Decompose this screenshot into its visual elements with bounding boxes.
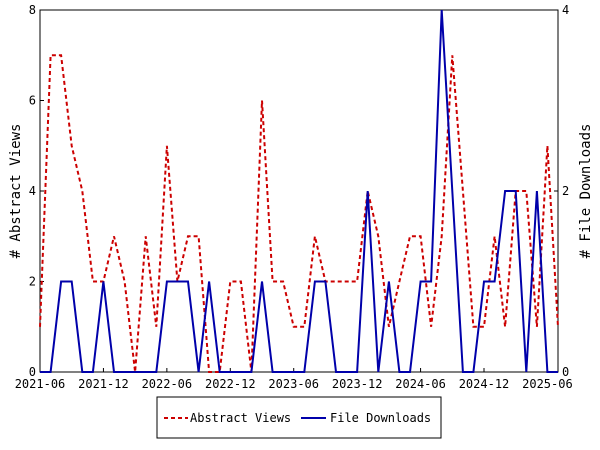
x-tick-label: 2023-12 — [332, 377, 383, 391]
x-tick-label: 2021-06 — [15, 377, 66, 391]
y2-tick-label: 2 — [562, 184, 569, 198]
x-tick-label: 2024-06 — [395, 377, 446, 391]
x-tick-label: 2023-06 — [268, 377, 319, 391]
y-tick-label: 4 — [29, 184, 36, 198]
legend-label-abstract-views: Abstract Views — [190, 411, 291, 425]
y2-tick-label: 0 — [562, 365, 569, 379]
y-axis-label: # Abstract Views — [8, 124, 24, 259]
series-layer — [39, 9, 559, 373]
y-tick-label: 2 — [29, 275, 36, 289]
x-tick-label: 2025-06 — [522, 377, 573, 391]
plot-frame — [39, 9, 559, 373]
legend: Abstract Views File Downloads — [156, 396, 442, 439]
series-line-file-downloads — [40, 9, 558, 373]
x-tick-label: 2022-06 — [142, 377, 193, 391]
bottom-axis: 2021-06 2021-12 2022-06 2022-12 2023-06 2023-… — [15, 368, 573, 391]
y-tick-label: 8 — [29, 3, 36, 17]
y-tick-label: 0 — [29, 365, 36, 379]
legend-label-file-downloads: File Downloads — [330, 411, 431, 425]
y2-axis-label: # File Downloads — [578, 124, 594, 259]
x-tick-label: 2022-12 — [205, 377, 256, 391]
y-tick-label: 6 — [29, 94, 36, 108]
legend-box — [156, 396, 442, 439]
x-tick-label: 2021-12 — [78, 377, 129, 391]
x-tick-label: 2024-12 — [459, 377, 510, 391]
y2-tick-label: 4 — [562, 3, 569, 17]
